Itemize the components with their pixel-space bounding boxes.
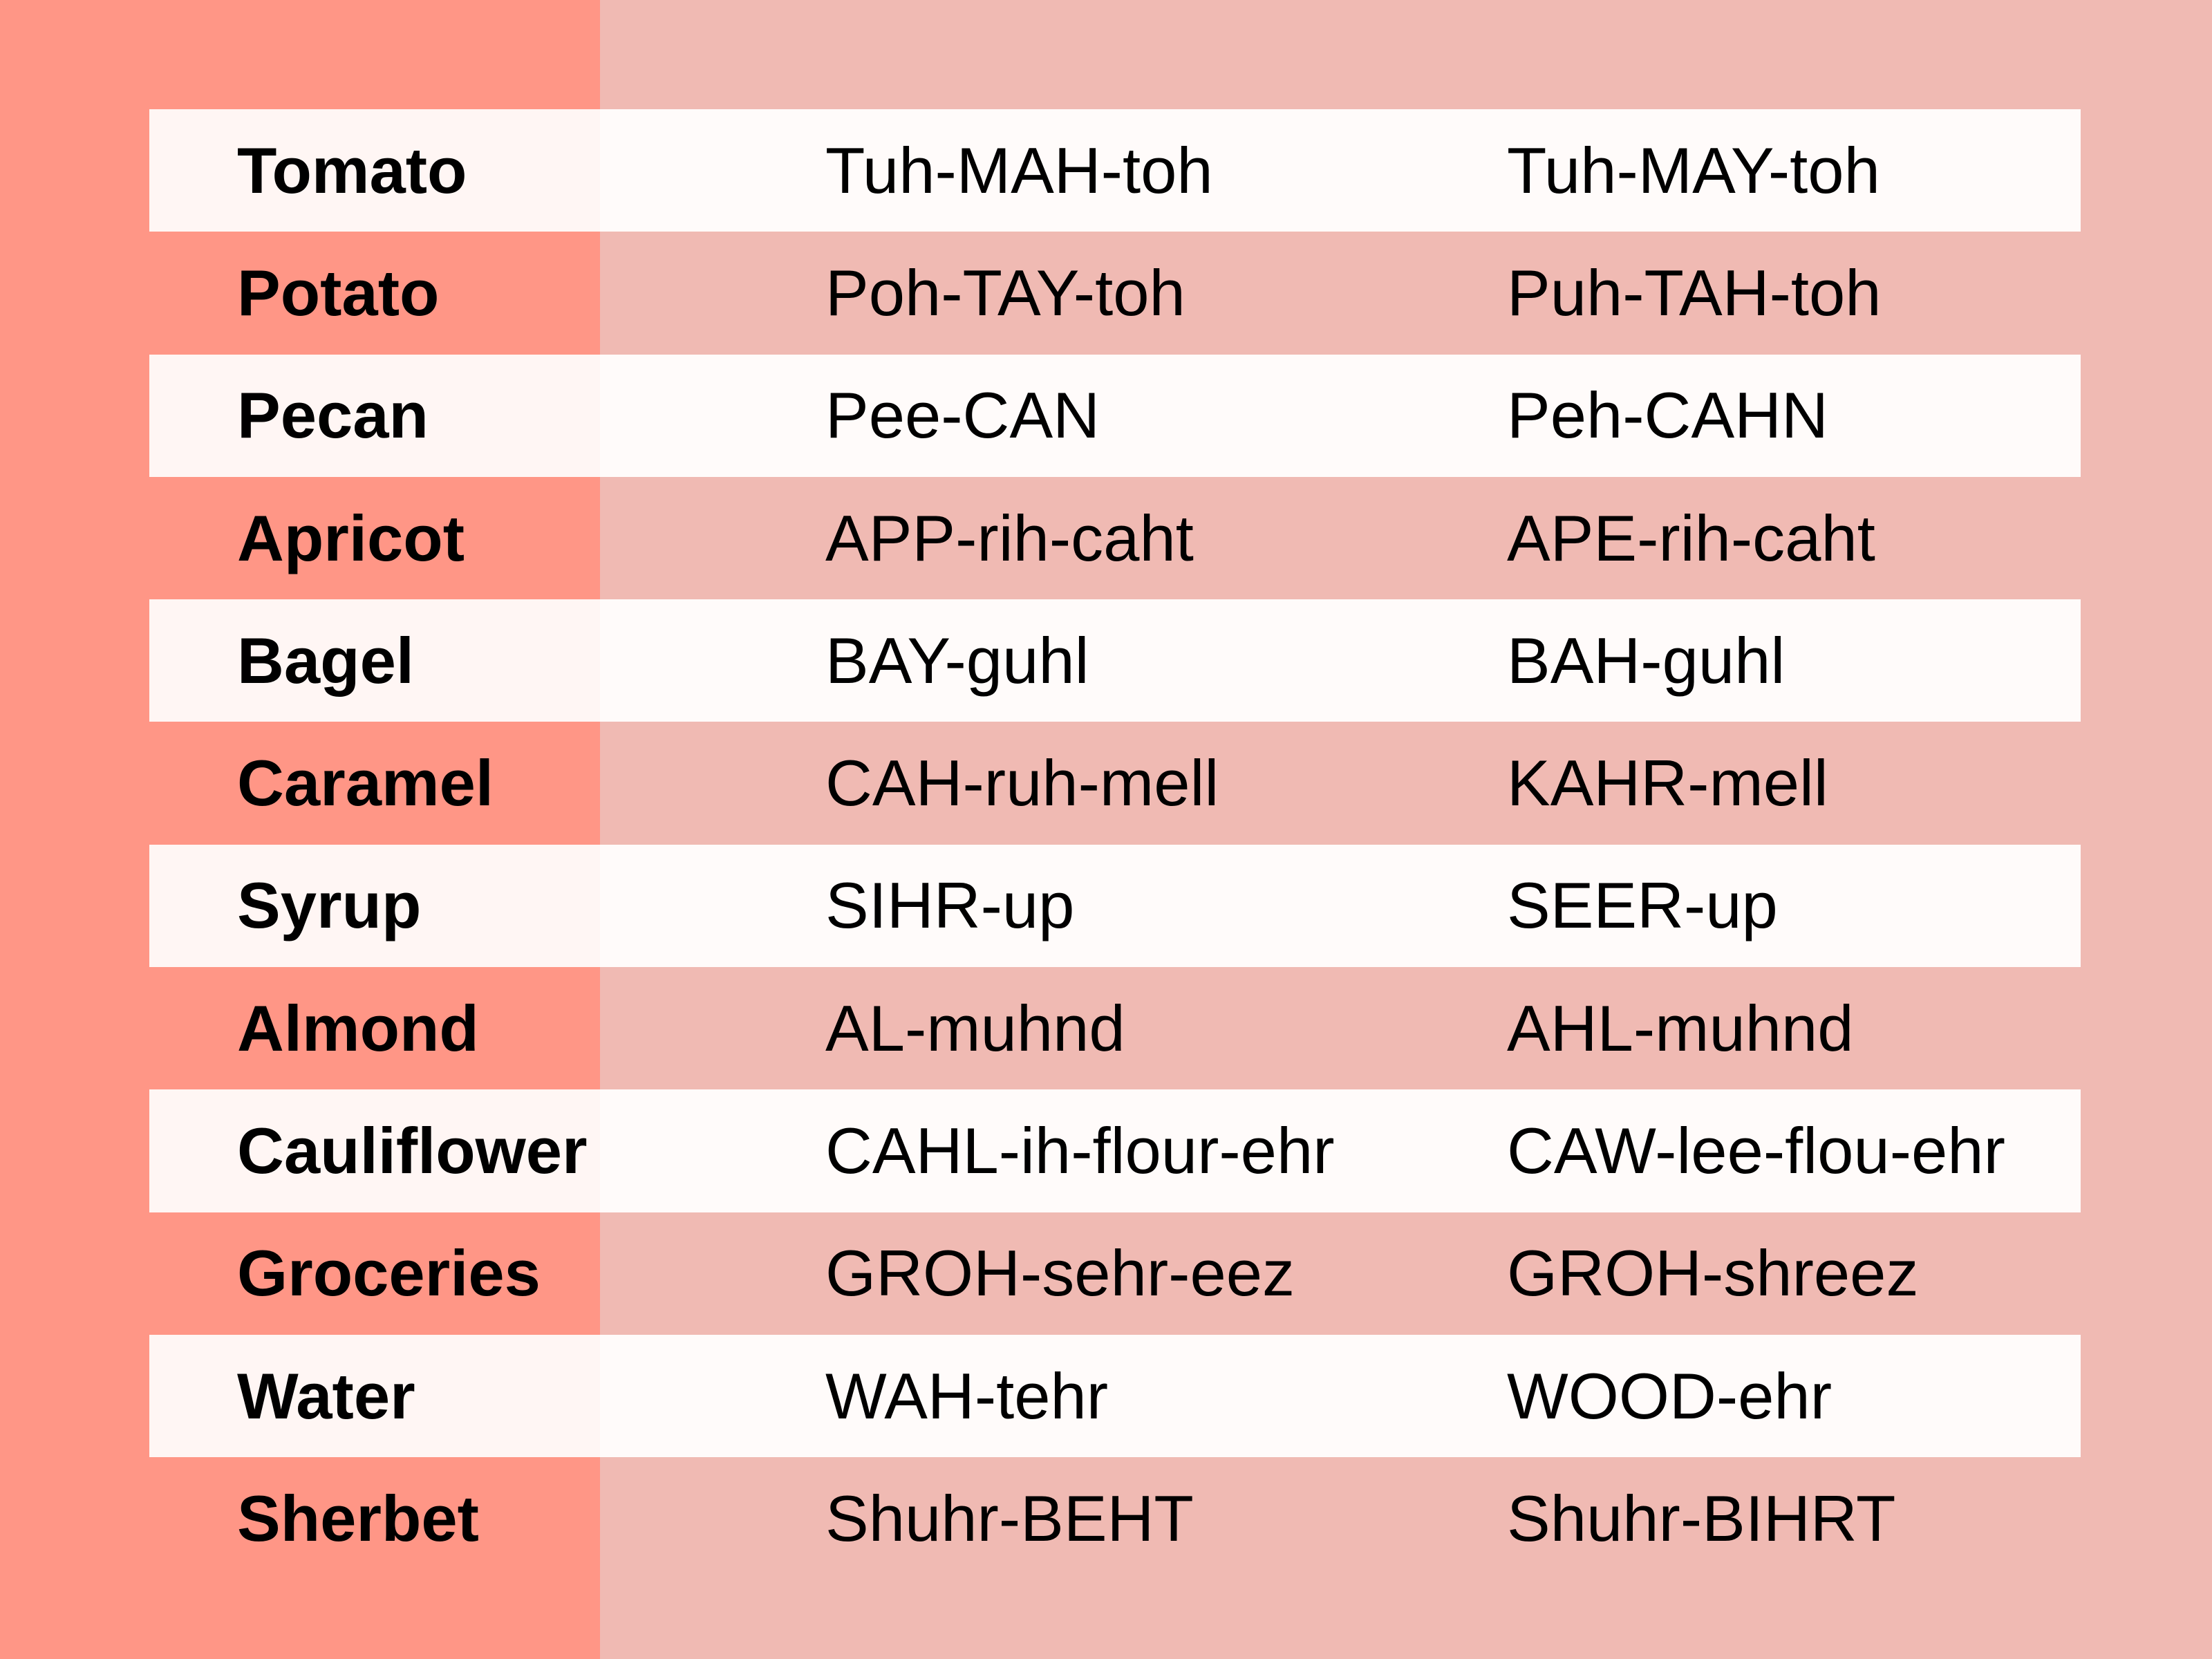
table-row: Caramel CAH-ruh-mell KAHR-mell bbox=[149, 722, 2081, 844]
table-row: Tomato Tuh-MAH-toh Tuh-MAY-toh bbox=[149, 109, 2081, 232]
pronunciation-b-cell: KAHR-mell bbox=[1507, 747, 1828, 820]
pronunciation-a-cell: WAH-tehr bbox=[825, 1359, 1109, 1432]
table-row: Apricot APP-rih-caht APE-rih-caht bbox=[149, 477, 2081, 599]
word-cell: Caramel bbox=[237, 747, 494, 820]
pronunciation-b-cell: Tuh-MAY-toh bbox=[1507, 133, 1880, 207]
table-row: Water WAH-tehr WOOD-ehr bbox=[149, 1334, 2081, 1458]
table-row: Almond AL-muhnd AHL-muhnd bbox=[149, 967, 2081, 1089]
word-cell: Water bbox=[237, 1359, 415, 1432]
pronunciation-b-cell: Puh-TAH-toh bbox=[1507, 256, 1882, 329]
table-row: Cauliflower CAHL-ih-flour-ehr CAW-lee-flou… bbox=[149, 1089, 2081, 1212]
pronunciation-a-cell: GROH-sehr-eez bbox=[825, 1237, 1295, 1310]
pronunciation-a-cell: Poh-TAY-toh bbox=[825, 256, 1185, 329]
word-cell: Tomato bbox=[237, 133, 467, 207]
word-cell: Groceries bbox=[237, 1237, 541, 1310]
table-row: Bagel BAY-guhl BAH-guhl bbox=[149, 599, 2081, 722]
pronunciation-a-cell: SIHR-up bbox=[825, 869, 1075, 942]
pronunciation-b-cell: SEER-up bbox=[1507, 869, 1778, 942]
pronunciation-table: Tomato Tuh-MAH-toh Tuh-MAY-toh Potato Poh-TA… bbox=[149, 109, 2081, 1580]
pronunciation-b-cell: WOOD-ehr bbox=[1507, 1359, 1832, 1432]
pronunciation-b-cell: Peh-CAHN bbox=[1507, 379, 1828, 452]
word-cell: Almond bbox=[237, 991, 479, 1065]
word-cell: Sherbet bbox=[237, 1481, 479, 1555]
word-cell: Cauliflower bbox=[237, 1114, 588, 1188]
word-cell: Pecan bbox=[237, 379, 429, 452]
table-row: Pecan Pee-CAN Peh-CAHN bbox=[149, 354, 2081, 478]
word-cell: Potato bbox=[237, 256, 440, 329]
pronunciation-a-cell: CAH-ruh-mell bbox=[825, 747, 1219, 820]
pronunciation-a-cell: AL-muhnd bbox=[825, 991, 1125, 1065]
pronunciation-b-cell: CAW-lee-flou-ehr bbox=[1507, 1114, 2005, 1188]
pronunciation-b-cell: APE-rih-caht bbox=[1507, 501, 1875, 574]
pronunciation-a-cell: Pee-CAN bbox=[825, 379, 1100, 452]
table-row: Sherbet Shuhr-BEHT Shuhr-BIHRT bbox=[149, 1457, 2081, 1580]
table-row: Groceries GROH-sehr-eez GROH-shreez bbox=[149, 1212, 2081, 1335]
pronunciation-b-cell: GROH-shreez bbox=[1507, 1237, 1919, 1310]
word-cell: Syrup bbox=[237, 869, 422, 942]
pronunciation-a-cell: Shuhr-BEHT bbox=[825, 1481, 1194, 1555]
pronunciation-b-cell: AHL-muhnd bbox=[1507, 991, 1854, 1065]
word-cell: Apricot bbox=[237, 501, 465, 574]
pronunciation-a-cell: APP-rih-caht bbox=[825, 501, 1194, 574]
pronunciation-a-cell: Tuh-MAH-toh bbox=[825, 133, 1213, 207]
pronunciation-a-cell: CAHL-ih-flour-ehr bbox=[825, 1114, 1335, 1188]
table-row: Potato Poh-TAY-toh Puh-TAH-toh bbox=[149, 232, 2081, 354]
word-cell: Bagel bbox=[237, 624, 414, 697]
pronunciation-b-cell: BAH-guhl bbox=[1507, 624, 1785, 697]
table-row: Syrup SIHR-up SEER-up bbox=[149, 844, 2081, 968]
pronunciation-a-cell: BAY-guhl bbox=[825, 624, 1089, 697]
pronunciation-b-cell: Shuhr-BIHRT bbox=[1507, 1481, 1896, 1555]
